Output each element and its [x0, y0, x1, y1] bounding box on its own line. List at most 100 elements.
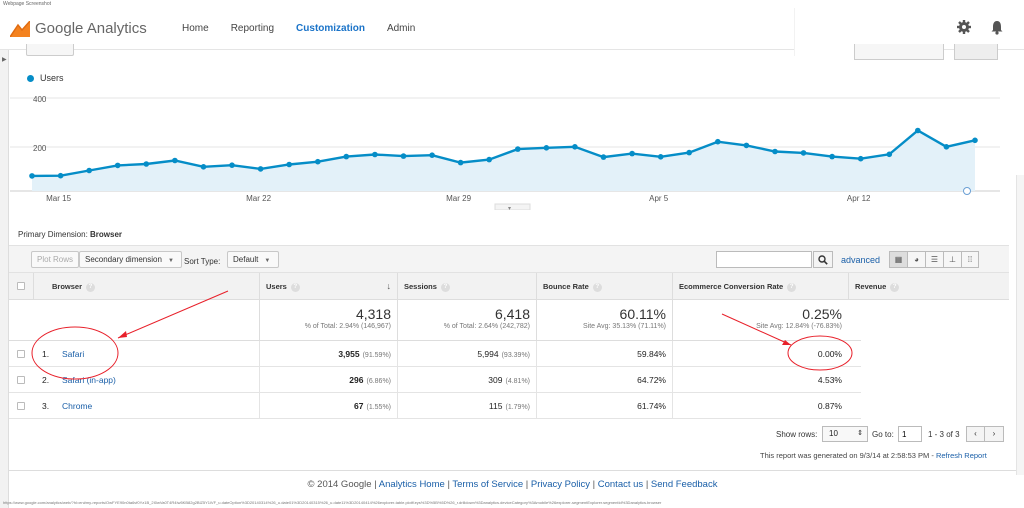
footer-link-terms[interactable]: Terms of Service: [452, 479, 524, 490]
grid-view-icon[interactable]: ▦: [889, 251, 907, 268]
advanced-filter-link[interactable]: advanced: [841, 255, 881, 265]
page-scrollbar[interactable]: [1016, 175, 1024, 475]
footer-link-feedback[interactable]: Send Feedback: [650, 479, 718, 490]
select-all-checkbox[interactable]: [17, 282, 25, 290]
plot-rows-button[interactable]: Plot Rows: [31, 251, 80, 268]
comparison-view-icon[interactable]: ⊥: [943, 251, 961, 268]
data-point[interactable]: [600, 154, 607, 160]
sort-descending-icon[interactable]: ↓: [386, 281, 392, 291]
data-point[interactable]: [743, 142, 750, 149]
row-checkbox[interactable]: [17, 402, 25, 410]
goto-page-input[interactable]: [898, 426, 922, 442]
chart-type-buttons[interactable]: [954, 44, 998, 60]
help-icon[interactable]: ?: [787, 282, 797, 292]
data-point[interactable]: [715, 138, 721, 145]
data-point[interactable]: [257, 166, 264, 172]
data-point[interactable]: [572, 144, 578, 150]
help-icon[interactable]: ?: [592, 282, 602, 292]
search-button[interactable]: [813, 251, 833, 268]
header-bounce-rate[interactable]: Bounce Rate?: [536, 273, 672, 300]
data-point[interactable]: [315, 158, 321, 165]
performance-view-icon[interactable]: ☰: [925, 251, 943, 268]
pivot-view-icon[interactable]: ⁞⁞: [961, 251, 979, 268]
data-point[interactable]: [429, 152, 435, 158]
data-point[interactable]: [372, 151, 378, 158]
help-icon[interactable]: ?: [890, 282, 900, 292]
table-search-input[interactable]: [716, 251, 812, 268]
footer-link-analytics-home[interactable]: Analytics Home: [378, 479, 445, 490]
row-checkbox[interactable]: [17, 376, 25, 384]
users-line-chart[interactable]: 400 200 Mar 15 Mar 22 Mar 29 Apr 5 Apr 12 ▾: [0, 88, 1016, 210]
bell-icon[interactable]: [989, 19, 1005, 35]
search-icon: [818, 254, 828, 265]
date-granularity-buttons[interactable]: [854, 44, 944, 60]
browser-link[interactable]: Safari: [62, 349, 85, 359]
data-point[interactable]: [143, 161, 150, 167]
sessions-value: 115: [488, 401, 503, 411]
chevron-down-icon: ▼: [167, 258, 174, 264]
data-point[interactable]: [200, 164, 207, 170]
app-logo-text[interactable]: Google Analytics: [35, 20, 147, 37]
data-point[interactable]: [857, 155, 864, 162]
refresh-report-link[interactable]: Refresh Report: [935, 451, 987, 460]
nav-admin[interactable]: Admin: [386, 23, 416, 34]
pie-view-icon[interactable]: ◕: [907, 251, 925, 268]
expand-arrow-icon[interactable]: ▶: [2, 57, 7, 63]
data-point[interactable]: [686, 149, 692, 156]
data-point[interactable]: [915, 127, 921, 134]
nav-reporting[interactable]: Reporting: [230, 23, 275, 34]
chart-range-handle[interactable]: [963, 187, 971, 195]
data-point[interactable]: [86, 167, 92, 174]
metric-select-button[interactable]: [26, 44, 74, 56]
data-point[interactable]: [772, 148, 778, 155]
help-icon[interactable]: ?: [440, 282, 450, 292]
header-browser[interactable]: Browser?: [33, 273, 259, 300]
prev-page-button[interactable]: ‹: [966, 426, 985, 442]
nav-customization[interactable]: Customization: [296, 23, 365, 34]
data-point[interactable]: [629, 150, 635, 157]
header-users[interactable]: Users? ↓: [259, 273, 397, 300]
users-series-line: [31, 129, 976, 178]
data-point[interactable]: [515, 146, 521, 152]
footer-link-privacy[interactable]: Privacy Policy: [530, 479, 590, 490]
primary-dimension-value[interactable]: Browser: [90, 230, 123, 239]
data-point[interactable]: [400, 153, 407, 159]
x-tick-label: Apr 5: [649, 194, 669, 203]
nav-home[interactable]: Home: [182, 23, 209, 34]
data-point[interactable]: [286, 161, 293, 168]
header-sessions[interactable]: Sessions?: [397, 273, 536, 300]
data-point[interactable]: [886, 151, 893, 158]
row-checkbox[interactable]: [17, 350, 25, 358]
data-point[interactable]: [829, 153, 835, 160]
data-point[interactable]: [172, 157, 178, 164]
help-icon[interactable]: ?: [290, 282, 300, 292]
data-point[interactable]: [486, 156, 493, 163]
chart-collapse-arrow-icon[interactable]: ▾: [508, 206, 511, 210]
browser-link[interactable]: Chrome: [62, 401, 93, 411]
gear-icon[interactable]: [956, 19, 972, 35]
data-point[interactable]: [457, 159, 464, 166]
data-point[interactable]: [114, 162, 121, 169]
header-revenue[interactable]: Revenue?: [848, 273, 1009, 300]
browser-link[interactable]: Safari (in-app): [62, 375, 116, 385]
legend-swatch: [27, 74, 34, 82]
data-point[interactable]: [657, 154, 664, 160]
left-collapse-strip[interactable]: [0, 50, 9, 508]
data-point[interactable]: [29, 173, 35, 179]
header-ecommerce-conversion[interactable]: Ecommerce Conversion Rate?: [672, 273, 848, 300]
chart-collapse-tab[interactable]: [494, 203, 531, 210]
secondary-dimension-dropdown[interactable]: Secondary dimension ▼: [79, 251, 182, 268]
data-point[interactable]: [972, 137, 978, 144]
data-point[interactable]: [943, 144, 950, 150]
help-icon[interactable]: ?: [86, 282, 96, 292]
sort-type-dropdown[interactable]: Default ▼: [227, 251, 279, 268]
data-point[interactable]: [229, 162, 235, 168]
data-point[interactable]: [57, 172, 64, 179]
next-page-button[interactable]: ›: [985, 426, 1004, 442]
users-value: 296: [349, 375, 364, 385]
data-point[interactable]: [543, 145, 550, 151]
footer-link-contact[interactable]: Contact us: [597, 479, 644, 490]
show-rows-select[interactable]: 10 ⇕: [822, 426, 868, 442]
data-point[interactable]: [343, 153, 350, 160]
data-point[interactable]: [800, 150, 807, 156]
